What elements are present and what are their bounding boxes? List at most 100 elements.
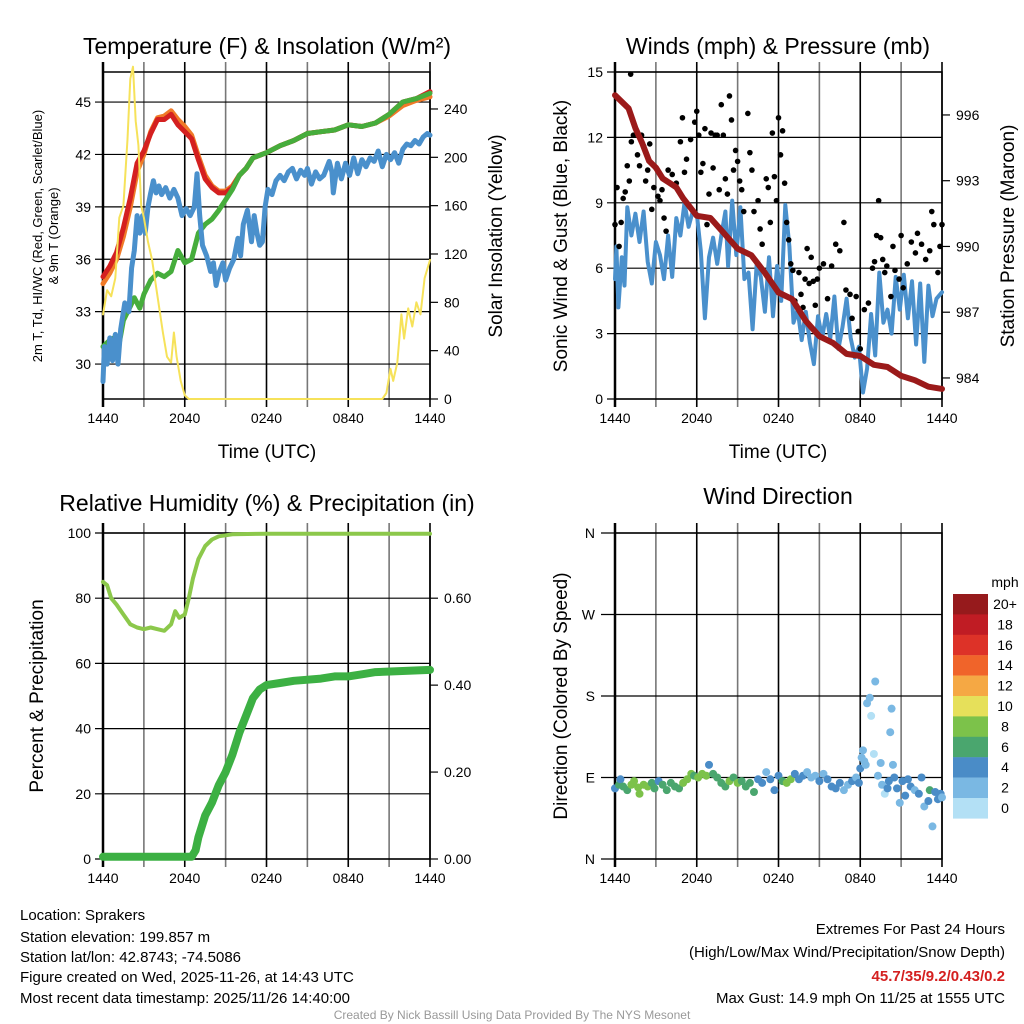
gust-point [777, 152, 784, 158]
gust-point [765, 184, 772, 191]
gust-point [914, 230, 921, 237]
gust-point [669, 171, 676, 178]
y-tick-label: 0 [595, 391, 603, 407]
wind-direction-point [662, 786, 671, 795]
x-tick-label: 2040 [681, 870, 712, 886]
wind-direction-point [886, 728, 895, 737]
y-tick-label: 80 [75, 590, 91, 606]
gust-point [726, 93, 733, 99]
gust-point [648, 206, 655, 213]
legend-label: 18 [997, 616, 1013, 632]
gust-point [763, 176, 770, 182]
wind-direction-point [924, 797, 933, 806]
footer-elevation: Station elevation: 199.857 m [20, 929, 210, 946]
gust-point [812, 302, 819, 309]
legend-label: 2 [1001, 780, 1009, 796]
x-tick-label: 0840 [333, 410, 364, 426]
gust-point [771, 173, 778, 180]
series-pressure [612, 92, 945, 392]
wind-direction-point [702, 771, 711, 780]
extremes-values: 45.7/35/9.2/0.43/0.2 [872, 968, 1005, 985]
x-tick-label: 0840 [845, 870, 876, 886]
y-tick-label: 60 [75, 655, 91, 671]
gust-point [847, 291, 853, 298]
gust-point [738, 186, 745, 193]
legend-label: 10 [997, 698, 1013, 714]
y-right-tick-label: 200 [444, 149, 468, 165]
gust-point [900, 285, 906, 291]
gust-point [769, 130, 776, 136]
x-tick-label: 1440 [926, 870, 957, 886]
temperature-ylabel: 2m T, Td, HI/WC (Red, Green, Scarlet/Blu… [30, 110, 45, 362]
gust-point [824, 295, 831, 302]
gust-point [624, 162, 631, 169]
wind-direction-point [876, 759, 885, 768]
wind-direction-point [871, 677, 880, 686]
y-tick-label: 42 [75, 146, 91, 162]
y-tick-label: 0 [83, 851, 91, 867]
gust-point [655, 193, 661, 200]
footer: Location: Sprakers Station elevation: 19… [20, 907, 1005, 1022]
gust-point [732, 147, 739, 154]
wind-direction-point [650, 784, 659, 793]
gust-point [912, 250, 919, 256]
wind-direction-point [630, 777, 639, 786]
gust-point [759, 241, 765, 248]
wind-direction-point [721, 782, 730, 791]
wind-direction-point [920, 802, 929, 811]
gust-point [677, 138, 684, 145]
x-tick-label: 1440 [87, 410, 118, 426]
gust-point [683, 156, 690, 162]
y-tick-label: 36 [75, 251, 91, 267]
gust-point [773, 197, 780, 204]
gust-point [869, 265, 876, 272]
gust-point [724, 191, 731, 197]
x-tick-label: 0240 [251, 870, 282, 886]
gust-point [716, 186, 723, 193]
y-tick-label: N [585, 525, 595, 541]
gust-point [853, 293, 859, 300]
wind-direction-point [873, 771, 882, 780]
gust-point [855, 328, 862, 335]
gust-point [622, 189, 629, 195]
gust-point [702, 125, 708, 132]
gust-point [691, 119, 698, 125]
gust-point [718, 101, 725, 108]
legend-swatch [953, 655, 988, 676]
gust-point [888, 293, 894, 300]
wind-direction-point [770, 786, 779, 795]
gust-point [636, 162, 643, 169]
winds-ylabel: Sonic Wind & Gust (Blue, Black) [551, 100, 572, 372]
wind-direction-point [867, 711, 876, 720]
y-right-tick-label: 0.00 [444, 851, 471, 867]
y-right-tick-label: 987 [956, 304, 980, 320]
gust-point [695, 132, 702, 139]
gust-point [710, 165, 716, 171]
gust-point [781, 180, 788, 186]
y-right-tick-label: 240 [444, 101, 468, 117]
wind-direction-point [815, 777, 824, 786]
winds-xlabel: Time (UTC) [729, 442, 828, 463]
humidity-ylabel: Percent & Precipitation [27, 599, 48, 792]
gust-point [704, 221, 710, 228]
x-tick-label: 1440 [414, 410, 445, 426]
x-tick-label: 1440 [599, 870, 630, 886]
legend-swatch [953, 594, 988, 615]
y-tick-label: 40 [75, 721, 91, 737]
gust-point [734, 158, 741, 165]
wind-direction-point [635, 789, 644, 798]
legend-swatch [953, 777, 988, 799]
gust-point [757, 226, 763, 232]
y-tick-label: N [585, 851, 595, 867]
gust-point [828, 263, 835, 269]
gust-point [865, 300, 872, 306]
wind-direction-point [683, 775, 692, 784]
legend-swatch [953, 736, 988, 758]
wind-direction-point [819, 769, 828, 778]
y-tick-label: 39 [75, 199, 91, 215]
y-right-tick-label: 993 [956, 173, 980, 189]
y-right-tick-label: 984 [956, 370, 980, 386]
gust-point [693, 108, 700, 115]
gust-point [898, 232, 904, 239]
temperature-title: Temperature (F) & Insolation (W/m²) [83, 33, 451, 59]
